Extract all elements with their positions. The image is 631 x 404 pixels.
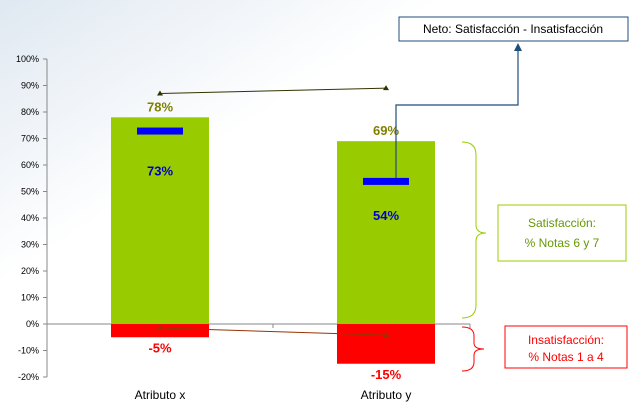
y-tick-label: 50% — [21, 187, 39, 197]
label-neto: 54% — [373, 208, 399, 223]
y-tick-label: 80% — [21, 107, 39, 117]
insat-brace — [461, 326, 485, 372]
insat-callout-line2: % Notas 1 a 4 — [528, 350, 604, 364]
y-tick-label: 70% — [21, 134, 39, 144]
label-insatisfaccion: -5% — [148, 340, 172, 355]
trend-point-sat — [383, 85, 389, 91]
bar-satisfaccion — [111, 117, 209, 324]
trend-point-insat — [383, 332, 389, 338]
bar-satisfaccion — [337, 141, 435, 324]
y-tick-label: 90% — [21, 81, 39, 91]
trend-point-insat — [157, 324, 163, 330]
bar-insatisfaccion — [337, 324, 435, 364]
net-connector-arrow — [514, 43, 522, 51]
trend-line-sat — [159, 87, 387, 94]
y-tick-label: -20% — [18, 372, 39, 382]
y-tick-label: -10% — [18, 346, 39, 356]
net-connector — [395, 49, 519, 178]
category-label: Atributo x — [135, 388, 186, 402]
bar-insatisfaccion — [111, 324, 209, 338]
sat-brace — [461, 141, 487, 319]
sat-callout-line2: % Notas 6 y 7 — [525, 236, 600, 250]
sat-callout-box — [497, 204, 627, 262]
insat-callout-line1: Insatisfacción: — [528, 333, 604, 347]
y-tick-label: 20% — [21, 266, 39, 276]
net-callout-box — [398, 16, 629, 42]
category-label: Atributo y — [361, 388, 412, 402]
y-tick-label: 0% — [26, 319, 39, 329]
label-neto: 73% — [147, 164, 173, 179]
y-tick-label: 10% — [21, 293, 39, 303]
y-tick-label: 40% — [21, 213, 39, 223]
net-marker — [137, 127, 183, 135]
label-satisfaccion: 69% — [373, 123, 399, 138]
sat-callout-line1: Satisfacción: — [528, 216, 596, 230]
y-tick-label: 100% — [16, 54, 39, 64]
y-tick-label: 60% — [21, 160, 39, 170]
label-satisfaccion: 78% — [147, 99, 173, 114]
insat-callout-box — [504, 325, 628, 369]
label-insatisfaccion: -15% — [371, 367, 402, 382]
trend-line-insat — [159, 327, 387, 336]
net-marker — [363, 177, 409, 185]
trend-point-sat — [157, 90, 163, 96]
y-tick-label: 30% — [21, 240, 39, 250]
net-callout-text: Neto: Satisfacción - Insatisfacción — [423, 22, 603, 36]
